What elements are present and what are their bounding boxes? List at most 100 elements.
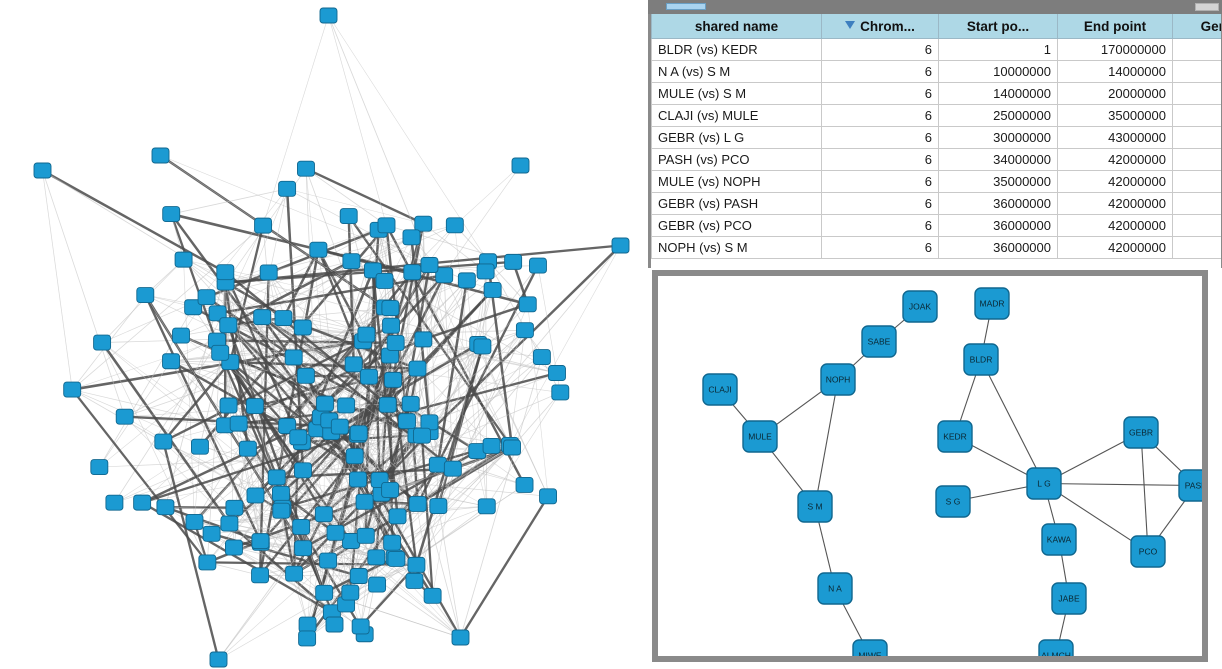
network-edge[interactable] xyxy=(422,303,529,341)
network-node[interactable] xyxy=(428,456,447,473)
network-node[interactable] xyxy=(154,433,173,450)
network-node[interactable] xyxy=(384,371,402,388)
network-edge[interactable] xyxy=(509,245,621,446)
network-node[interactable] xyxy=(229,415,248,432)
network-node[interactable] xyxy=(367,549,386,566)
network-edge[interactable] xyxy=(145,294,408,422)
network-edge[interactable] xyxy=(365,330,526,536)
network-node[interactable] xyxy=(429,498,448,514)
network-node[interactable] xyxy=(136,287,155,304)
network-node[interactable] xyxy=(408,496,427,512)
network-edge[interactable] xyxy=(432,261,489,596)
network-node[interactable] xyxy=(377,217,396,234)
network-node[interactable] xyxy=(414,331,433,348)
network-node[interactable] xyxy=(414,215,433,232)
table-row[interactable]: GEBR (vs) L G6300000004300000016.9 xyxy=(651,126,1221,149)
network-node[interactable] xyxy=(378,396,397,413)
network-edge[interactable] xyxy=(71,225,264,390)
node-shape[interactable] xyxy=(902,290,938,323)
network-edge[interactable] xyxy=(238,188,288,424)
network-edge[interactable] xyxy=(224,271,300,438)
network-node[interactable] xyxy=(360,368,378,385)
network-node[interactable] xyxy=(381,481,400,498)
network-edge[interactable] xyxy=(422,223,430,423)
network-node[interactable] xyxy=(259,264,278,281)
network-edge[interactable] xyxy=(286,188,430,266)
network-node[interactable] xyxy=(202,525,221,542)
network-node[interactable] xyxy=(319,552,338,569)
network-node[interactable] xyxy=(386,334,405,351)
network-edge[interactable] xyxy=(72,340,218,390)
network-edge[interactable] xyxy=(436,280,469,465)
network-edge[interactable] xyxy=(328,223,424,421)
network-edge[interactable] xyxy=(357,342,396,480)
network-node[interactable] xyxy=(162,353,180,370)
subnetwork-view[interactable]: CLAJI MULE NOPH SABE JOAK S M N A MIWE MADR BLDR K… xyxy=(652,270,1208,662)
network-node[interactable] xyxy=(238,440,257,457)
network-edge[interactable] xyxy=(331,435,423,613)
table-row[interactable]: GEBR (vs) PCO636000000420000008.4 xyxy=(651,214,1221,237)
network-node[interactable] xyxy=(289,429,308,446)
network-node[interactable] xyxy=(368,576,387,593)
node-shape[interactable] xyxy=(1123,416,1159,449)
network-edge[interactable] xyxy=(42,170,73,390)
network-node[interactable] xyxy=(325,616,344,633)
network-node[interactable] xyxy=(298,630,317,647)
column-header-end-point[interactable]: End point xyxy=(1057,14,1173,39)
network-node[interactable] xyxy=(387,551,406,567)
network-edge[interactable] xyxy=(228,405,378,585)
network-node[interactable] xyxy=(272,502,291,519)
network-edge[interactable] xyxy=(160,155,430,266)
network-edge[interactable] xyxy=(454,225,478,452)
network-edge[interactable] xyxy=(429,264,486,272)
network-edge[interactable] xyxy=(428,244,622,433)
node-shape[interactable] xyxy=(1038,639,1074,656)
subnetwork-edge[interactable] xyxy=(980,359,1045,484)
node-shape[interactable] xyxy=(861,325,897,358)
network-edge[interactable] xyxy=(366,270,374,335)
network-edge[interactable] xyxy=(71,388,209,564)
network-node[interactable] xyxy=(162,206,181,223)
table-row[interactable]: NOPH (vs) S M636000000420000009.9 xyxy=(651,236,1221,259)
network-node[interactable] xyxy=(344,356,363,373)
table-row[interactable]: MULE (vs) S M614000000200000007.5 xyxy=(651,82,1221,105)
network-node[interactable] xyxy=(198,554,217,571)
node-shape[interactable] xyxy=(742,420,778,453)
network-node[interactable] xyxy=(532,349,551,366)
network-node[interactable] xyxy=(219,397,238,414)
network-edge[interactable] xyxy=(357,329,526,480)
network-node[interactable] xyxy=(445,217,464,234)
network-node[interactable] xyxy=(401,395,420,412)
network-node[interactable] xyxy=(511,157,530,174)
network-edge[interactable] xyxy=(293,420,408,574)
subnetwork-node[interactable]: L G xyxy=(1026,467,1062,500)
subnetwork-node[interactable]: ALMCH xyxy=(1038,639,1074,656)
network-node[interactable] xyxy=(342,253,361,270)
subnetwork-edge[interactable] xyxy=(1043,482,1197,487)
network-node[interactable] xyxy=(115,408,134,425)
network-node[interactable] xyxy=(278,180,297,197)
network-node[interactable] xyxy=(93,334,112,351)
node-shape[interactable] xyxy=(852,639,888,656)
node-shape[interactable] xyxy=(820,363,856,396)
network-edge[interactable] xyxy=(302,470,325,593)
network-edge[interactable] xyxy=(293,280,467,358)
subnetwork-node[interactable]: MULE xyxy=(742,420,778,453)
network-edge[interactable] xyxy=(227,324,359,481)
network-node[interactable] xyxy=(209,651,228,668)
node-shape[interactable] xyxy=(1026,467,1062,500)
network-node[interactable] xyxy=(337,397,356,414)
network-edge[interactable] xyxy=(391,379,418,566)
network-node[interactable] xyxy=(225,499,244,516)
network-node[interactable] xyxy=(314,506,333,523)
edge-table[interactable]: shared name Chrom... Start po... End poi… xyxy=(651,14,1221,259)
node-shape[interactable] xyxy=(1130,535,1166,568)
node-shape[interactable] xyxy=(937,420,973,453)
network-edge[interactable] xyxy=(293,307,391,358)
network-edge[interactable] xyxy=(283,317,322,418)
network-node[interactable] xyxy=(294,540,313,557)
network-edge[interactable] xyxy=(421,330,526,436)
network-edge[interactable] xyxy=(255,495,461,638)
